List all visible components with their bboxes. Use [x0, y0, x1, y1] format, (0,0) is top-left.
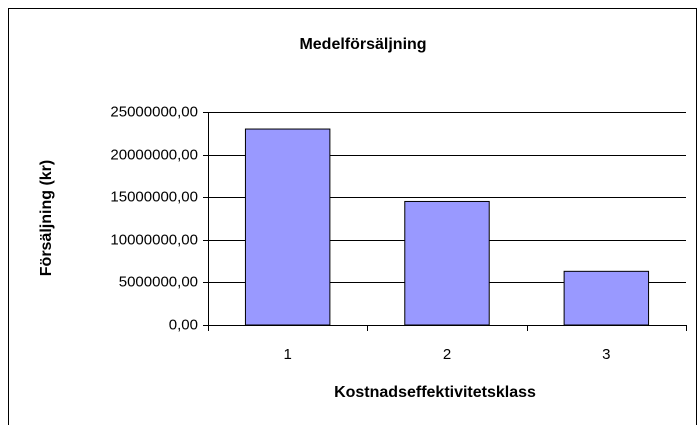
- y-tick-label: 10000000,00: [110, 231, 198, 248]
- chart-border: [8, 8, 697, 425]
- x-tick-label: 2: [443, 346, 451, 363]
- x-tick-label: 3: [602, 346, 610, 363]
- bar: [244, 128, 331, 326]
- chart-title: Medelförsäljning: [299, 36, 426, 53]
- bar: [563, 270, 650, 326]
- y-tick-label: 25000000,00: [110, 103, 198, 120]
- y-tick-label: 5000000,00: [119, 273, 198, 290]
- x-axis-label: Kostnadseffektivitetsklass: [334, 384, 536, 401]
- y-axis-label: Försäljning (kr): [38, 160, 55, 276]
- bar: [404, 200, 490, 326]
- x-tick-label: 1: [283, 346, 291, 363]
- y-tick-label: 0,00: [169, 316, 198, 333]
- y-tick-label: 20000000,00: [110, 146, 198, 163]
- y-tick-label: 15000000,00: [110, 188, 198, 205]
